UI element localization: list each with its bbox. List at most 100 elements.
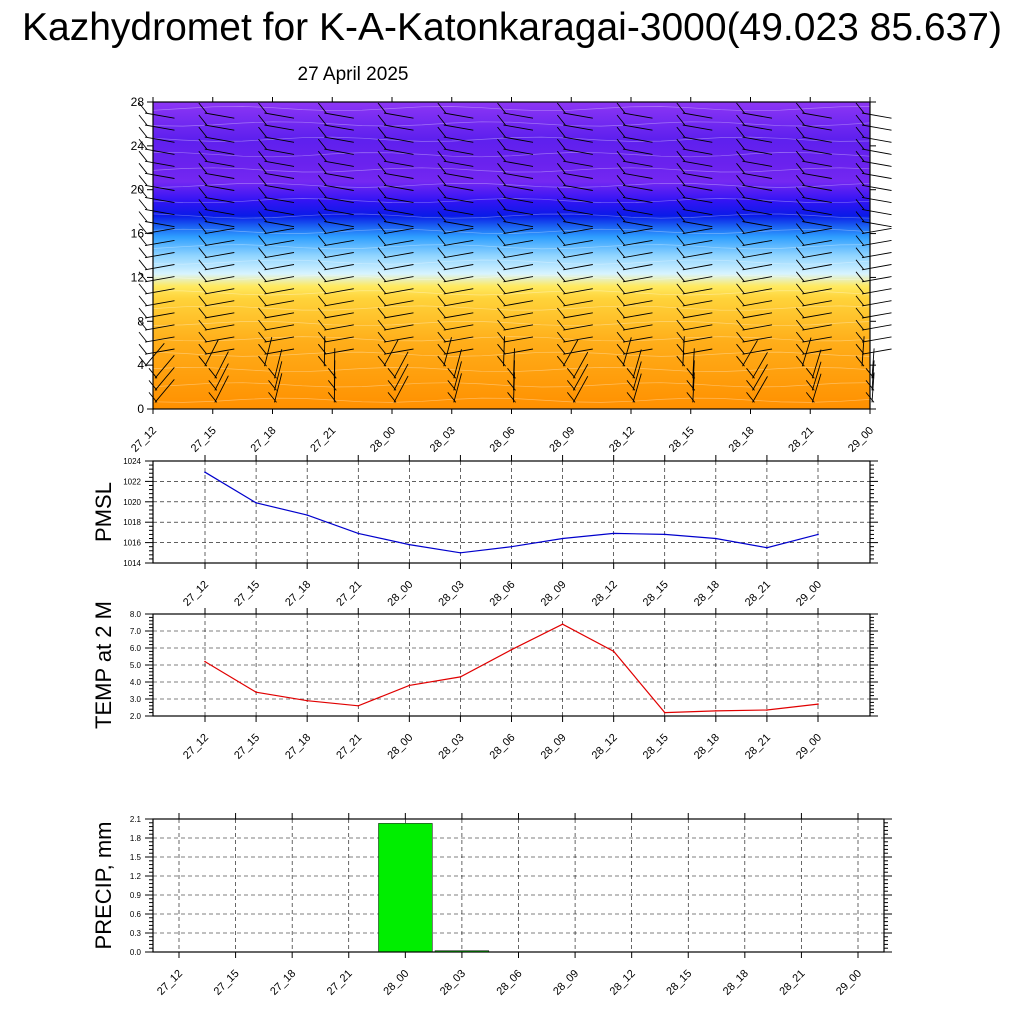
wind-barb bbox=[144, 112, 175, 119]
wind-barb bbox=[264, 196, 295, 204]
wind-barb bbox=[443, 276, 474, 283]
wind-barb-flag bbox=[855, 283, 865, 295]
y-tick-label: 1020 bbox=[123, 498, 141, 507]
wind-barb bbox=[742, 312, 773, 319]
wind-barb-flag bbox=[556, 307, 566, 319]
wind-barb bbox=[274, 349, 283, 379]
wind-barb-flag bbox=[437, 199, 447, 210]
wind-barb-flag bbox=[258, 259, 267, 271]
wind-barb bbox=[563, 300, 593, 307]
wind-barb bbox=[503, 136, 534, 143]
wind-barb bbox=[144, 324, 175, 331]
wind-barb bbox=[563, 196, 593, 204]
wind-barb-flag bbox=[795, 150, 805, 162]
wind-barb-flag bbox=[746, 368, 755, 379]
panel-frame bbox=[152, 818, 885, 953]
contour-line bbox=[152, 367, 871, 373]
wind-barb bbox=[682, 348, 713, 355]
wind-barb bbox=[264, 239, 295, 247]
wind-barb-flag bbox=[447, 368, 457, 379]
x-tick-label: 27_12 bbox=[181, 732, 211, 762]
wind-barb bbox=[632, 373, 642, 403]
wind-barb bbox=[503, 276, 534, 283]
wind-barb bbox=[632, 349, 642, 379]
wind-barb bbox=[682, 312, 713, 319]
wind-barb-flag bbox=[626, 368, 636, 379]
wind-barb-flag bbox=[258, 331, 267, 343]
wind-barb-flag bbox=[377, 126, 387, 138]
wind-barb-flag bbox=[198, 247, 208, 258]
wind-barb-flag bbox=[317, 175, 327, 186]
data-point bbox=[663, 533, 666, 536]
wind-barb bbox=[383, 148, 414, 155]
y-tick-label: 1018 bbox=[123, 518, 141, 527]
y-tick-label: 1016 bbox=[123, 539, 141, 548]
wind-barb-flag bbox=[317, 247, 327, 258]
wind-barb-flag bbox=[507, 380, 516, 391]
wind-barb-flag bbox=[437, 163, 447, 174]
wind-barb bbox=[324, 227, 354, 235]
data-point bbox=[561, 537, 564, 540]
wind-barb bbox=[682, 160, 713, 167]
wind-barb bbox=[324, 148, 354, 155]
wind-barb-flag bbox=[676, 150, 686, 162]
data-point bbox=[306, 514, 308, 516]
wind-barb bbox=[383, 239, 414, 247]
wind-barb-flag bbox=[736, 138, 745, 150]
wind-barb-flag bbox=[676, 126, 686, 138]
wind-barb-flag bbox=[497, 163, 506, 174]
wind-barb-flag bbox=[676, 175, 686, 186]
wind-barb-flag bbox=[855, 126, 865, 138]
wind-barb-flag bbox=[387, 368, 397, 379]
wind-barb bbox=[861, 196, 892, 204]
wind-barb bbox=[563, 148, 593, 155]
y-tick-label: 1014 bbox=[123, 559, 141, 568]
wind-barb bbox=[802, 148, 832, 155]
wind-barb-flag bbox=[497, 114, 506, 126]
wind-barb bbox=[144, 312, 175, 319]
wind-barb-flag bbox=[855, 187, 865, 198]
x-tick-label: 28_03 bbox=[436, 579, 466, 609]
wind-barb bbox=[861, 312, 892, 319]
wind-barb-flag bbox=[437, 247, 447, 258]
wind-barb-flag bbox=[795, 175, 805, 186]
wind-barb-flag bbox=[795, 259, 805, 271]
wind-barb bbox=[682, 148, 713, 155]
wind-barb bbox=[144, 160, 175, 167]
wind-barb bbox=[324, 160, 354, 167]
wind-barb bbox=[204, 172, 235, 179]
wind-barb-flag bbox=[795, 211, 805, 222]
wind-barb bbox=[563, 136, 593, 143]
wind-barb-flag bbox=[616, 150, 626, 162]
wind-barb bbox=[503, 239, 534, 247]
wind-barb-flag bbox=[556, 259, 566, 271]
wind-barb-flag bbox=[198, 235, 208, 246]
wind-barb-flag bbox=[676, 271, 686, 283]
wind-barb-flag bbox=[317, 307, 327, 319]
wind-barb-flag bbox=[566, 368, 576, 379]
wind-barb-flag bbox=[497, 271, 506, 283]
data-point bbox=[766, 546, 768, 549]
wind-barb-flag bbox=[676, 138, 686, 150]
wind-barb-flag bbox=[616, 355, 626, 367]
wind-barb-flag bbox=[736, 259, 745, 271]
wind-barb-flag bbox=[795, 307, 805, 319]
wind-barb bbox=[144, 264, 175, 271]
wind-barb bbox=[682, 336, 713, 343]
y-tick-label: 8.0 bbox=[130, 610, 142, 619]
wind-barb-flag bbox=[616, 175, 626, 186]
wind-barb-flag bbox=[616, 271, 626, 283]
wind-barb bbox=[324, 112, 354, 119]
wind-barb-flag bbox=[377, 247, 387, 258]
wind-barb bbox=[742, 208, 773, 216]
wind-barb-flag bbox=[795, 331, 805, 343]
data-point bbox=[817, 533, 819, 536]
wind-barb bbox=[742, 160, 773, 167]
wind-barb-flag bbox=[138, 271, 148, 283]
wind-barb bbox=[264, 221, 295, 228]
wind-barb-flag bbox=[377, 175, 387, 186]
wind-barb-flag bbox=[317, 355, 327, 367]
wind-barb bbox=[802, 160, 832, 167]
wind-barb bbox=[742, 136, 773, 143]
y-tick-label: 28 bbox=[131, 95, 145, 109]
